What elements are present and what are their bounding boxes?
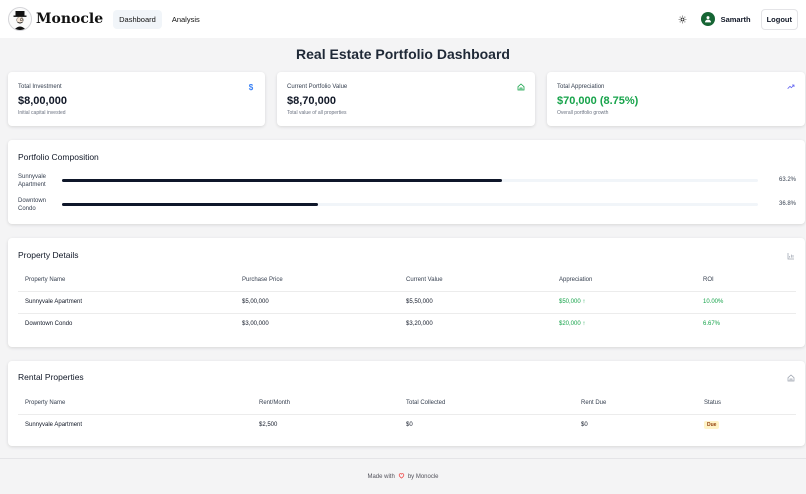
column-header: Current Value	[399, 269, 552, 292]
purchase-price: $5,00,000	[235, 291, 399, 314]
rental-properties-table: Property Name Rent/Month Total Collected…	[18, 392, 796, 436]
stat-value: $70,000 (8.75%)	[557, 95, 639, 107]
rent-per-month: $2,500	[259, 422, 278, 429]
main-nav: Dashboard Analysis	[113, 9, 206, 29]
section-title: Portfolio Composition	[18, 152, 99, 162]
column-header: Property Name	[18, 392, 252, 415]
composition-bar-fill	[62, 179, 502, 182]
stat-label: Total Investment	[18, 84, 62, 90]
header-actions: Samarth Logout	[675, 8, 798, 30]
table-header-row: Property Name Purchase Price Current Val…	[18, 269, 796, 292]
composition-percent: 36.8%	[778, 201, 796, 207]
appreciation-cell: $50,000 ↑	[552, 291, 696, 314]
footer: Made with by Monocle	[0, 458, 806, 494]
stat-value: $8,70,000	[287, 95, 336, 107]
trending-up-icon	[787, 83, 795, 91]
dollar-icon: $	[248, 82, 254, 92]
property-name: Downtown Condo	[25, 321, 73, 328]
column-header: Appreciation	[552, 269, 696, 292]
status-cell: Due	[697, 414, 796, 436]
footer-text-after: by Monocle	[407, 473, 439, 480]
stat-card-current-value: Current Portfolio Value $8,70,000 Total …	[277, 72, 535, 126]
footer-text-before: Made with	[367, 473, 395, 480]
composition-name: Downtown Condo	[18, 198, 47, 212]
composition-name: Sunnyvale Apartment	[18, 174, 47, 188]
column-header: Status	[697, 392, 796, 415]
composition-bar-fill	[62, 203, 319, 206]
current-value: $5,50,000	[399, 291, 552, 314]
monocle-logo-icon[interactable]	[8, 7, 32, 31]
roi: 6.67%	[703, 321, 721, 328]
table-row[interactable]: Downtown Condo $3,00,000 $3,20,000 $20,0…	[18, 313, 796, 335]
user-icon[interactable]	[700, 12, 715, 26]
stat-label: Current Portfolio Value	[287, 84, 348, 90]
stat-card-total-investment: Total Investment $ $8,00,000 Initial cap…	[8, 72, 265, 126]
column-header: Rent Due	[574, 392, 697, 415]
table-row[interactable]: Sunnyvale Apartment $5,00,000 $5,50,000 …	[18, 291, 796, 314]
property-details-card: Property Details Property Name Purchase …	[8, 238, 805, 347]
section-title: Rental Properties	[18, 372, 84, 382]
appreciation-cell: $20,000 ↑	[552, 313, 696, 335]
composition-row: Sunnyvale Apartment 63.2%	[18, 173, 796, 193]
arrow-up-icon: ↑	[582, 321, 586, 328]
stat-label: Total Appreciation	[557, 84, 605, 90]
rental-properties-card: Rental Properties Property Name Rent/Mon…	[8, 361, 805, 446]
table-header-row: Property Name Rent/Month Total Collected…	[18, 392, 796, 415]
brand-name[interactable]: Monocle	[36, 11, 104, 27]
composition-row: Downtown Condo 36.8%	[18, 197, 796, 217]
table-row[interactable]: Sunnyvale Apartment $2,500 $0 $0 Due	[18, 414, 796, 436]
stat-subtitle: Total value of all properties	[287, 110, 347, 116]
column-header: Rent/Month	[252, 392, 399, 415]
stat-subtitle: Overall portfolio growth	[557, 110, 609, 116]
username[interactable]: Samarth	[720, 14, 751, 24]
heart-icon	[398, 472, 405, 481]
property-name: Sunnyvale Apartment	[18, 291, 235, 314]
column-header: Total Collected	[399, 392, 574, 415]
stat-value: $8,00,000	[18, 95, 67, 107]
roi: 10.00%	[696, 291, 796, 314]
property-name: Sunnyvale Apartment	[25, 422, 83, 429]
composition-bar-track	[62, 179, 758, 182]
logout-button[interactable]: Logout	[760, 8, 798, 30]
page-title: Real Estate Portfolio Dashboard	[296, 46, 510, 62]
top-navbar: Monocle Dashboard Analysis Samarth Logou…	[0, 0, 806, 38]
column-header: ROI	[696, 269, 796, 292]
bar-chart-icon	[786, 251, 795, 260]
section-title: Property Details	[18, 250, 79, 260]
status-badge: Due	[704, 421, 720, 430]
current-value: $3,20,000	[406, 321, 433, 328]
sun-icon[interactable]	[675, 11, 691, 27]
property-details-table: Property Name Purchase Price Current Val…	[18, 269, 796, 335]
portfolio-composition-card: Portfolio Composition Sunnyvale Apartmen…	[8, 140, 805, 224]
stat-card-total-appreciation: Total Appreciation $70,000 (8.75%) Overa…	[547, 72, 805, 126]
composition-bar-track	[62, 203, 758, 206]
arrow-up-icon: ↑	[582, 299, 586, 305]
column-header: Property Name	[18, 269, 235, 292]
home-icon	[517, 83, 525, 91]
nav-analysis[interactable]: Analysis	[171, 14, 200, 24]
composition-percent: 63.2%	[778, 177, 796, 183]
appreciation-value: $50,000	[559, 299, 581, 305]
rent-due: $0	[581, 422, 588, 429]
total-collected: $0	[406, 422, 413, 429]
column-header: Purchase Price	[235, 269, 399, 292]
appreciation-value: $20,000	[559, 321, 581, 328]
stat-subtitle: Initial capital invested	[18, 110, 66, 116]
home-icon	[786, 373, 795, 382]
purchase-price: $3,00,000	[242, 321, 269, 328]
nav-dashboard[interactable]: Dashboard	[113, 9, 162, 29]
